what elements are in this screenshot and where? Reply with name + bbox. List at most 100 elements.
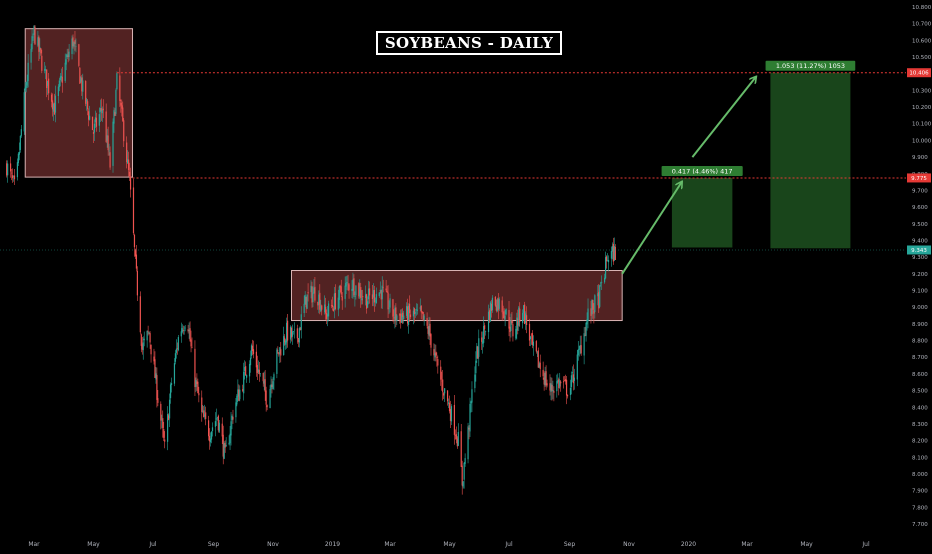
arrow-to-target-1[interactable] [621, 182, 681, 275]
time-axis[interactable]: Mar May Jul Sep Nov 2019 Mar May Jul Sep Nov 2020 Ma… [0, 537, 932, 550]
candle [279, 346, 281, 364]
target-2-box[interactable] [770, 72, 851, 249]
candle-body [448, 402, 451, 412]
candle [120, 99, 122, 113]
candle [224, 440, 226, 453]
candle [557, 373, 559, 384]
candle [481, 331, 483, 350]
candle-body [229, 433, 231, 444]
candle-body [113, 110, 115, 124]
candle [72, 34, 74, 49]
candle [583, 327, 585, 365]
candle-body [560, 381, 562, 384]
candle-body [94, 117, 97, 123]
y-tick-label: 8.400 [912, 405, 928, 411]
candle-body [421, 311, 423, 313]
y-tick-label: 10.600 [912, 38, 932, 44]
candle [225, 437, 227, 447]
candle [491, 295, 494, 313]
candle [175, 339, 178, 359]
candle [183, 325, 185, 335]
candle-body [373, 289, 376, 303]
candle-body [331, 305, 334, 308]
candle-body [443, 393, 445, 396]
candle-body [325, 306, 327, 314]
candle-body [116, 73, 118, 90]
candle-body [543, 377, 545, 385]
x-tick-label: 2019 [325, 541, 340, 548]
candle [242, 384, 244, 393]
candle-body [437, 359, 439, 366]
candle [510, 313, 512, 338]
candle [573, 368, 575, 390]
candle [544, 366, 546, 388]
candle-body [41, 55, 43, 71]
candle-body [195, 379, 197, 387]
candle-body [23, 92, 25, 132]
targets-layer: 0.417 (4.46%) 417 1.053 (11.27%) 1053 [661, 60, 856, 249]
candle-body [374, 300, 376, 302]
candle [420, 305, 422, 320]
target-1-box[interactable] [671, 177, 733, 248]
candle [249, 350, 252, 373]
candle-body [516, 317, 518, 331]
arrow-to-target-2[interactable] [691, 77, 755, 158]
candle [559, 372, 561, 389]
candle-body [140, 334, 142, 346]
candle-body [9, 163, 12, 172]
candle-body [613, 246, 615, 261]
candle [503, 308, 505, 321]
candle [163, 421, 165, 442]
candle [340, 279, 342, 298]
y-tick-label: 8.600 [912, 372, 928, 378]
candle [286, 317, 288, 349]
candle-body [147, 331, 149, 332]
candle-body [614, 246, 616, 260]
candle-body [251, 345, 254, 352]
candle [54, 85, 57, 123]
candle [537, 347, 539, 369]
candle-body [412, 310, 415, 317]
price-axis[interactable]: 7.700 7.800 7.900 8.000 8.100 8.200 8.300 8.400… [906, 0, 932, 550]
candle [546, 379, 548, 388]
candle [407, 303, 410, 334]
candle [408, 295, 411, 323]
candle-body [175, 348, 178, 353]
candle-body [18, 151, 20, 155]
candle [498, 297, 500, 311]
candle-body [139, 296, 141, 333]
candle [494, 296, 496, 307]
candle [11, 168, 14, 183]
candle [587, 298, 589, 329]
candle [181, 324, 183, 334]
candle-body [121, 105, 123, 109]
last-price-badge-text: 9.343 [911, 248, 927, 254]
candle [311, 281, 313, 308]
candle [421, 311, 423, 314]
candle-body [25, 85, 27, 89]
candle-body [481, 337, 483, 342]
candle-body [564, 380, 566, 381]
candle-body [99, 108, 101, 113]
candle-body [475, 360, 477, 374]
candle-body [470, 401, 472, 404]
consolidation-zone-2019[interactable] [291, 270, 623, 322]
candle-body [402, 312, 404, 317]
y-tick-label: 8.500 [912, 389, 928, 395]
candle-body [52, 103, 55, 112]
candle [207, 415, 210, 441]
candle-body [435, 351, 437, 356]
candle [598, 284, 600, 313]
candle [487, 304, 490, 340]
candle-body [136, 270, 138, 296]
candle-body [326, 312, 328, 319]
candle [403, 310, 405, 324]
candle-body [469, 403, 471, 432]
candle [529, 335, 532, 347]
candle [169, 382, 172, 404]
candle-body [141, 344, 143, 350]
candle-body [168, 399, 171, 419]
candle [191, 337, 193, 349]
